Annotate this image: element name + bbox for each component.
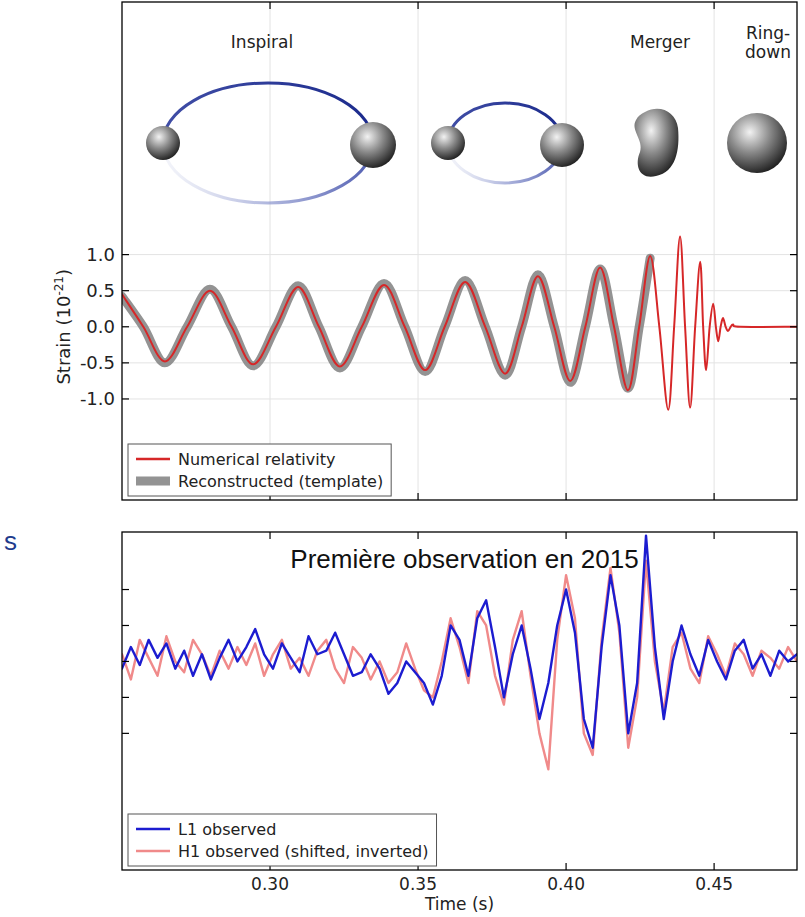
figure: s Inspiral Merger Ring-down 1.0 0.5 0.0 -0.5 -1.… bbox=[0, 0, 805, 917]
series-group bbox=[122, 536, 797, 770]
tick-mark bbox=[565, 2, 566, 9]
series-group bbox=[122, 237, 797, 410]
tick-mark bbox=[790, 733, 797, 734]
legend-label: H1 observed (shifted, inverted) bbox=[178, 842, 429, 861]
legend-swatch bbox=[136, 850, 170, 853]
tick-mark bbox=[565, 493, 566, 500]
tick-label: 0.40 bbox=[547, 874, 585, 894]
grid-line bbox=[122, 254, 797, 255]
grid-line bbox=[418, 2, 419, 500]
tick-mark bbox=[565, 863, 566, 870]
legend-box bbox=[128, 444, 391, 496]
orbit-arc bbox=[163, 83, 373, 143]
tick-mark bbox=[565, 532, 566, 539]
annotation: Merger bbox=[630, 32, 690, 52]
tick-mark bbox=[122, 362, 129, 363]
ticks: 0.30 0.35 0.40 0.45 bbox=[122, 532, 797, 894]
grid bbox=[122, 2, 797, 500]
series-line bbox=[122, 536, 797, 748]
legend-label: Numerical relativity bbox=[178, 450, 335, 469]
illustration bbox=[146, 83, 787, 203]
tick-mark bbox=[122, 733, 129, 734]
legend-swatch bbox=[136, 458, 170, 461]
black-hole bbox=[350, 122, 396, 168]
panel: Inspiral Merger Ring-down 1.0 0.5 0.0 -0.5 -1.0… bbox=[52, 2, 797, 500]
annotation-line: Merger bbox=[630, 32, 690, 52]
annotation-line: Ring- bbox=[746, 23, 790, 43]
axis-title-exponent: -21 bbox=[52, 276, 66, 296]
tick-label: -0.5 bbox=[80, 352, 115, 373]
tick-mark bbox=[269, 532, 270, 539]
tick-label: 0.0 bbox=[86, 316, 115, 337]
axis-title: Strain (10-21) bbox=[52, 269, 74, 385]
legend: L1 observed H1 observed (shifted, inverte… bbox=[128, 814, 437, 866]
merger-blob bbox=[634, 109, 678, 177]
annotation-line: Inspiral bbox=[231, 32, 293, 52]
tick-mark bbox=[269, 2, 270, 9]
tick-mark bbox=[122, 661, 129, 662]
tick-mark bbox=[790, 254, 797, 255]
series-line bbox=[122, 237, 797, 410]
black-hole bbox=[146, 126, 180, 160]
plot-background bbox=[122, 2, 797, 500]
tick-mark bbox=[714, 863, 715, 870]
tick-mark bbox=[122, 254, 129, 255]
tick-label: 0.45 bbox=[695, 874, 733, 894]
tick-label: 0.35 bbox=[399, 874, 437, 894]
tick-mark bbox=[790, 697, 797, 698]
tick-label: 1.0 bbox=[86, 244, 115, 265]
tick-mark bbox=[714, 2, 715, 9]
annotation-line: down bbox=[745, 42, 791, 62]
tick-mark bbox=[122, 398, 129, 399]
grid-line bbox=[122, 398, 797, 399]
legend: Numerical relativity Reconstructed (templ… bbox=[128, 444, 391, 496]
legend-swatch bbox=[136, 828, 170, 831]
legend-label: Reconstructed (template) bbox=[178, 472, 383, 491]
black-hole bbox=[540, 123, 584, 167]
plot-background bbox=[122, 532, 797, 870]
tick-mark bbox=[122, 625, 129, 626]
annotation: Inspiral bbox=[231, 32, 293, 52]
axis-title-part: ) bbox=[53, 269, 74, 276]
orbit-arc bbox=[163, 143, 373, 203]
tick-mark bbox=[790, 589, 797, 590]
plot-frame bbox=[122, 532, 797, 870]
series-line bbox=[122, 258, 650, 388]
edge-text: s bbox=[4, 526, 17, 556]
tick-mark bbox=[417, 2, 418, 9]
tick-mark bbox=[122, 697, 129, 698]
panel: 0.30 0.35 0.40 0.45 Time (s) Première observa… bbox=[122, 532, 797, 914]
legend-box bbox=[128, 814, 437, 866]
black-hole bbox=[431, 126, 465, 160]
panel-title: Première observation en 2015 bbox=[290, 544, 638, 574]
axis-title-part: Strain (10 bbox=[53, 296, 74, 385]
grid-line bbox=[122, 362, 797, 363]
tick-mark bbox=[122, 326, 129, 327]
grid-line bbox=[270, 2, 271, 500]
tick-mark bbox=[122, 589, 129, 590]
annotation: Ring-down bbox=[745, 23, 791, 62]
plot-frame bbox=[122, 2, 797, 500]
tick-mark bbox=[417, 493, 418, 500]
tick-mark bbox=[122, 290, 129, 291]
tick-mark bbox=[790, 362, 797, 363]
grid-line bbox=[714, 2, 715, 500]
tick-mark bbox=[714, 493, 715, 500]
tick-mark bbox=[790, 625, 797, 626]
tick-mark bbox=[790, 398, 797, 399]
legend-swatch bbox=[136, 477, 170, 486]
legend-label: L1 observed bbox=[178, 820, 276, 839]
tick-mark bbox=[417, 532, 418, 539]
tick-label: -1.0 bbox=[80, 388, 115, 409]
tick-label: 0.5 bbox=[86, 280, 115, 301]
tick-mark bbox=[790, 661, 797, 662]
ticks: 1.0 0.5 0.0 -0.5 -1.0 bbox=[80, 2, 797, 500]
remnant bbox=[727, 113, 787, 173]
axis-title: Time (s) bbox=[424, 894, 494, 914]
tick-mark bbox=[790, 290, 797, 291]
tick-label: 0.30 bbox=[251, 874, 289, 894]
tick-mark bbox=[714, 532, 715, 539]
tick-mark bbox=[790, 326, 797, 327]
grid-line bbox=[566, 2, 567, 500]
